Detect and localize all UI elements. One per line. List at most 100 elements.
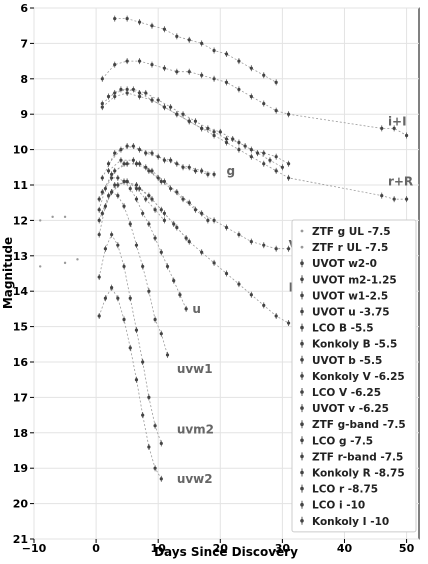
data-point <box>286 176 291 180</box>
data-point <box>137 59 142 63</box>
data-point <box>206 126 210 130</box>
data-point <box>200 169 204 173</box>
y-tick-label: 19 <box>13 462 28 475</box>
band-annotation: r+R <box>388 174 413 188</box>
data-point <box>125 144 129 148</box>
legend-marker <box>300 358 304 362</box>
y-tick-label: 17 <box>13 391 28 404</box>
legend-label: UVOT m2-1.25 <box>312 274 397 286</box>
data-point <box>175 70 179 74</box>
data-point <box>175 112 179 116</box>
data-point <box>122 204 126 208</box>
data-point <box>131 144 135 148</box>
data-point <box>187 165 191 169</box>
data-point <box>147 395 151 399</box>
data-point <box>162 27 167 31</box>
data-point <box>110 286 114 290</box>
data-point <box>249 94 253 99</box>
data-point <box>280 165 284 169</box>
data-point <box>237 148 241 152</box>
y-tick-label: 8 <box>20 73 28 86</box>
data-point <box>172 222 176 226</box>
data-point <box>113 169 117 173</box>
y-axis-label: Magnitude <box>1 237 15 309</box>
data-point <box>231 137 235 141</box>
data-point <box>274 80 278 84</box>
y-tick-label: 16 <box>13 356 29 369</box>
legend-marker <box>300 470 304 475</box>
data-point <box>141 264 145 269</box>
y-tick-label: 21 <box>13 533 28 546</box>
data-point <box>243 144 247 148</box>
data-point <box>169 186 173 191</box>
x-tick-label: 0 <box>92 542 100 555</box>
data-point <box>110 232 114 237</box>
data-point <box>200 211 204 215</box>
x-tick-label: 20 <box>213 542 229 555</box>
data-point <box>181 112 185 116</box>
data-point <box>100 105 104 109</box>
legend-marker <box>300 438 304 443</box>
y-tick-label: 15 <box>13 321 28 334</box>
y-tick-label: 9 <box>20 108 28 121</box>
legend-marker <box>300 341 304 346</box>
data-point <box>150 63 154 67</box>
data-point <box>150 169 154 173</box>
data-point <box>218 130 222 134</box>
legend-label: LCO V -6.25 <box>312 387 381 399</box>
data-point <box>76 258 79 261</box>
legend-marker <box>300 325 304 330</box>
data-point <box>153 236 157 240</box>
data-point <box>125 59 129 63</box>
data-point <box>178 293 182 297</box>
data-point <box>125 87 129 92</box>
legend-label: ZTF r UL -7.5 <box>312 242 388 254</box>
data-point <box>212 218 216 222</box>
y-tick-label: 13 <box>13 250 28 263</box>
data-point <box>141 413 145 417</box>
data-point <box>116 243 120 247</box>
data-point <box>212 261 216 265</box>
data-point <box>97 208 101 212</box>
data-point <box>237 232 241 237</box>
data-point <box>224 52 229 56</box>
band-annotation: uvw2 <box>177 472 213 486</box>
axis-ticks: −10 0 10 20 30 40 50 6 7 8 9 10 11 12 13 14 15 16 17 18 19 20… <box>13 2 415 555</box>
data-point <box>187 70 191 74</box>
data-point <box>144 151 148 155</box>
data-point <box>106 94 111 99</box>
data-point <box>175 34 179 38</box>
y-tick-label: 12 <box>13 214 28 227</box>
data-point <box>39 265 42 268</box>
data-point <box>206 218 210 222</box>
legend-marker <box>300 406 304 410</box>
legend-label: UVOT u -3.75 <box>312 307 390 319</box>
y-tick-label: 11 <box>13 179 28 192</box>
data-point <box>156 155 160 159</box>
data-point <box>262 162 266 166</box>
legend-marker <box>300 277 304 282</box>
data-point <box>237 87 241 92</box>
data-point <box>119 87 123 92</box>
data-point <box>150 98 154 102</box>
legend-label: ZTF r-band -7.5 <box>312 451 403 463</box>
data-point <box>162 218 167 222</box>
data-point <box>249 293 253 297</box>
x-tick-label: 40 <box>337 542 353 555</box>
legend: ZTF g UL -7.5 ZTF r UL -7.5 UVOT w2-0 UVOT … <box>291 219 417 533</box>
data-point <box>193 119 198 123</box>
data-point <box>274 247 278 251</box>
data-point <box>193 169 198 173</box>
data-point <box>237 282 241 286</box>
data-point <box>212 133 216 138</box>
data-point <box>200 73 204 77</box>
data-point <box>162 66 167 70</box>
data-point <box>169 158 173 162</box>
data-point <box>137 148 142 152</box>
data-point <box>134 328 139 332</box>
fit-curve <box>108 159 209 221</box>
x-tick-label: 30 <box>275 542 291 555</box>
data-point <box>187 38 191 42</box>
data-point <box>122 317 126 322</box>
data-point <box>184 307 188 311</box>
